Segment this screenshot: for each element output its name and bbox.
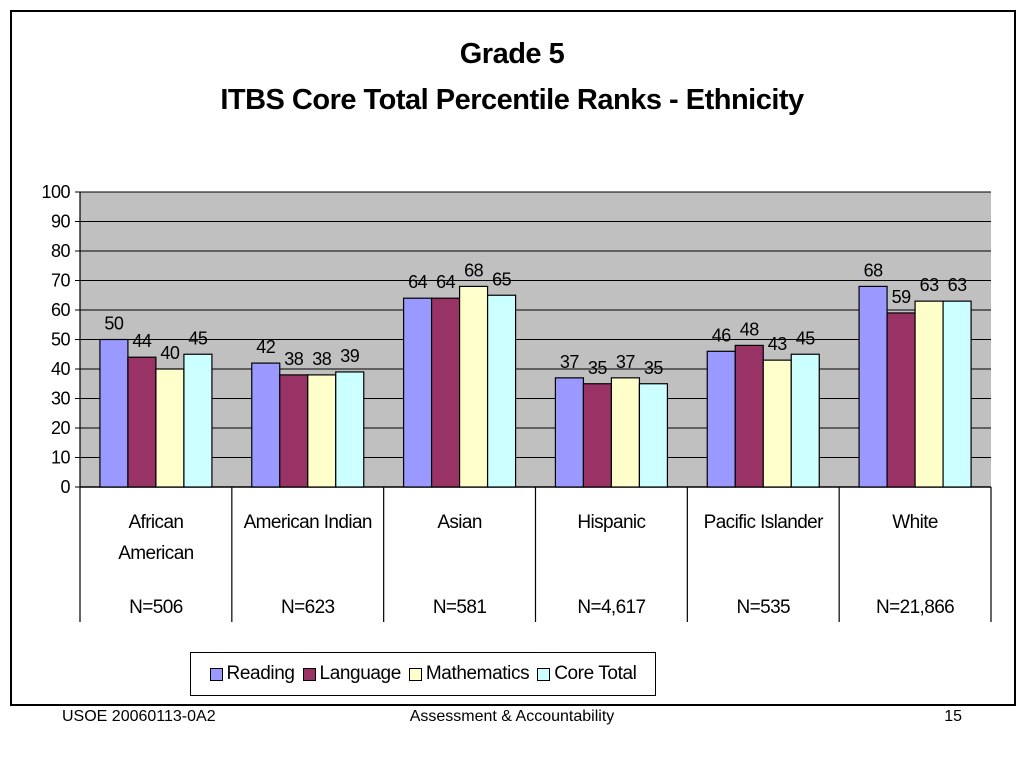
chart-title: Grade 5: [459, 38, 565, 70]
legend-swatch: [408, 667, 422, 681]
footer-page-number: 15: [944, 708, 962, 725]
legend-item: Mathematics: [408, 663, 530, 685]
data-label: 64: [408, 272, 428, 292]
data-label: 50: [104, 314, 124, 334]
data-label: 38: [312, 349, 332, 369]
y-tick-label: 0: [60, 477, 70, 497]
category-count: N=535: [736, 597, 790, 618]
footer-document-id: USOE 20060113-0A2: [62, 708, 216, 725]
category-label: Hispanic: [577, 512, 645, 533]
bar: [155, 368, 185, 488]
data-label: 45: [188, 328, 208, 348]
footer-department: Assessment & Accountability: [409, 708, 615, 725]
category-label: White: [892, 512, 938, 533]
category-count: N=506: [129, 597, 183, 618]
legend-item: Reading: [209, 663, 295, 685]
data-label: 37: [616, 352, 636, 372]
bar: [127, 356, 157, 488]
category-label: African: [128, 512, 183, 533]
legend-item: Core Total: [537, 663, 637, 685]
data-label: 46: [712, 325, 732, 345]
data-label: 63: [920, 275, 940, 295]
bar: [706, 350, 736, 488]
y-tick-label: 80: [51, 241, 71, 261]
bar: [734, 344, 764, 488]
legend-label: Core Total: [554, 663, 637, 684]
y-tick-label: 60: [51, 300, 71, 320]
bar: [183, 353, 213, 488]
category-count: N=21,866: [876, 597, 954, 618]
category-label: American: [118, 543, 193, 564]
y-tick-label: 20: [51, 418, 71, 438]
chart-subtitle: ITBS Core Total Percentile Ranks - Ethni…: [220, 84, 804, 116]
bar: [886, 312, 916, 488]
data-label: 43: [768, 334, 788, 354]
bar: [279, 374, 309, 488]
legend-swatch: [302, 667, 316, 681]
bar: [790, 353, 820, 488]
bar: [554, 377, 585, 488]
data-label: 40: [160, 343, 180, 363]
bar: [610, 377, 641, 488]
data-label: 42: [256, 337, 276, 357]
category-count: N=581: [433, 597, 487, 618]
y-tick-label: 40: [51, 359, 71, 379]
bar: [335, 371, 365, 488]
bar: [582, 383, 613, 488]
data-label: 65: [492, 269, 512, 289]
chart-legend: Reading Language Mathematics Core Total: [190, 652, 656, 696]
legend-swatch: [209, 667, 223, 681]
data-label: 68: [864, 260, 884, 280]
legend-label: Language: [319, 663, 402, 684]
data-label: 59: [892, 287, 912, 307]
data-label: 48: [740, 319, 760, 339]
data-label: 38: [284, 349, 304, 369]
data-label: 37: [560, 352, 580, 372]
bar-chart: 0 10 20 30 40 50 60 70 80 90 100 50 44 40 45 42 38 38 39 64…: [41, 182, 992, 622]
bar: [430, 297, 461, 488]
y-tick-label: 10: [51, 448, 71, 468]
data-label: 35: [588, 358, 608, 378]
bar: [762, 359, 792, 488]
data-label: 44: [132, 331, 152, 351]
data-label: 63: [948, 275, 968, 295]
bar: [914, 300, 944, 488]
legend-item: Language: [302, 663, 402, 685]
data-label: 35: [644, 358, 664, 378]
y-tick-label: 50: [51, 330, 71, 350]
category-label: American Indian: [244, 512, 372, 533]
bar: [458, 285, 489, 488]
bar: [99, 338, 129, 488]
data-label: 39: [340, 346, 360, 366]
y-tick-label: 100: [41, 182, 70, 202]
category-count: N=623: [281, 597, 335, 618]
category-label: Asian: [437, 512, 482, 533]
data-label: 64: [436, 272, 456, 292]
bar: [251, 362, 281, 488]
bar: [486, 294, 517, 488]
bar: [858, 285, 888, 488]
category-label: Pacific Islander: [704, 512, 825, 533]
bar: [942, 300, 972, 488]
bar: [402, 297, 433, 488]
legend-swatch: [537, 667, 551, 681]
legend-label: Reading: [226, 663, 295, 684]
y-tick-label: 30: [51, 389, 71, 409]
category-count: N=4,617: [577, 597, 645, 618]
legend-label: Mathematics: [425, 663, 530, 684]
bar: [638, 383, 669, 488]
y-tick-label: 70: [51, 271, 71, 291]
data-label: 45: [796, 328, 816, 348]
bar: [307, 374, 337, 488]
y-tick-label: 90: [51, 212, 71, 232]
data-label: 68: [464, 260, 484, 280]
